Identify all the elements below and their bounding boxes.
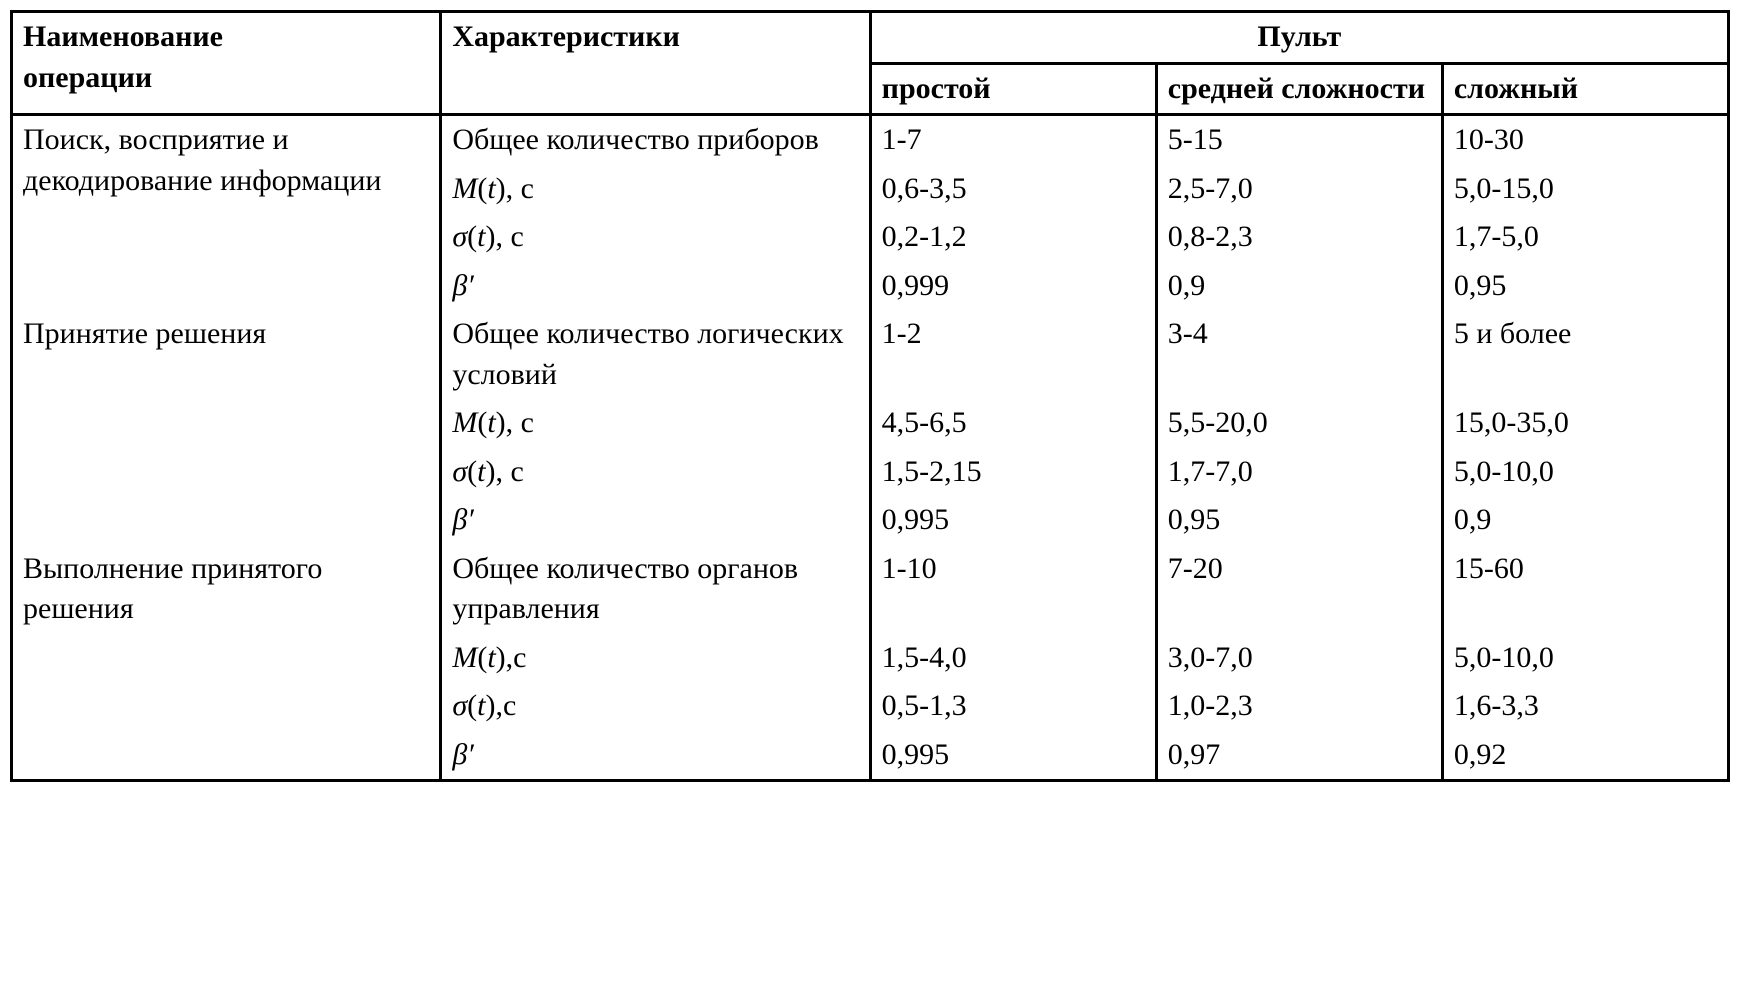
cell-value: 1-7 xyxy=(870,115,1156,165)
cell-value: 7-20 xyxy=(1156,545,1442,634)
table-row: Поиск, восприятие и декодирование информ… xyxy=(12,115,1729,165)
table-row: Принятие решенияОбщее количество логичес… xyxy=(12,310,1729,399)
cell-value: 0,5-1,3 xyxy=(870,682,1156,731)
cell-characteristic: Общее количество логических условий xyxy=(441,310,870,399)
cell-characteristic: Общее количество органов управления xyxy=(441,545,870,634)
cell-value: 1-2 xyxy=(870,310,1156,399)
cell-characteristic: Общее количество приборов xyxy=(441,115,870,165)
cell-value: 0,995 xyxy=(870,731,1156,781)
header-sub-simple: простой xyxy=(870,63,1156,115)
cell-value: 1,6-3,3 xyxy=(1442,682,1728,731)
cell-value: 0,6-3,5 xyxy=(870,165,1156,214)
cell-characteristic: M(t),с xyxy=(441,634,870,683)
cell-value: 1,7-7,0 xyxy=(1156,448,1442,497)
header-operation-line1: Наименование xyxy=(23,20,223,53)
header-group: Пульт xyxy=(870,12,1728,64)
cell-value: 10-30 xyxy=(1442,115,1728,165)
cell-value: 1,5-2,15 xyxy=(870,448,1156,497)
header-operation-line2: операции xyxy=(23,61,152,94)
cell-characteristic: β′ xyxy=(441,496,870,545)
cell-value: 0,95 xyxy=(1442,262,1728,311)
header-operation: Наименование операции xyxy=(12,12,441,115)
cell-value: 0,995 xyxy=(870,496,1156,545)
cell-value: 1-10 xyxy=(870,545,1156,634)
header-characteristics: Характеристики xyxy=(441,12,870,115)
cell-value: 3-4 xyxy=(1156,310,1442,399)
table-row: Выполнение принятого решенияОбщее количе… xyxy=(12,545,1729,634)
operations-table: Наименование операции Характеристики Пул… xyxy=(10,10,1730,782)
cell-value: 5 и более xyxy=(1442,310,1728,399)
cell-value: 15-60 xyxy=(1442,545,1728,634)
cell-value: 0,9 xyxy=(1156,262,1442,311)
header-sub-medium: средней сложности xyxy=(1156,63,1442,115)
cell-value: 0,92 xyxy=(1442,731,1728,781)
cell-value: 5,0-10,0 xyxy=(1442,448,1728,497)
cell-value: 2,5-7,0 xyxy=(1156,165,1442,214)
cell-characteristic: σ(t), с xyxy=(441,448,870,497)
cell-value: 1,7-5,0 xyxy=(1442,213,1728,262)
cell-operation: Выполнение принятого решения xyxy=(12,545,441,781)
cell-operation: Поиск, восприятие и декодирование информ… xyxy=(12,115,441,311)
cell-characteristic: σ(t),с xyxy=(441,682,870,731)
table-header: Наименование операции Характеристики Пул… xyxy=(12,12,1729,115)
cell-value: 0,97 xyxy=(1156,731,1442,781)
cell-value: 1,5-4,0 xyxy=(870,634,1156,683)
cell-value: 5,0-10,0 xyxy=(1442,634,1728,683)
table-body: Поиск, восприятие и декодирование информ… xyxy=(12,115,1729,781)
cell-value: 0,9 xyxy=(1442,496,1728,545)
cell-characteristic: β′ xyxy=(441,262,870,311)
cell-characteristic: M(t), с xyxy=(441,165,870,214)
cell-value: 5-15 xyxy=(1156,115,1442,165)
cell-characteristic: σ(t), с xyxy=(441,213,870,262)
cell-value: 1,0-2,3 xyxy=(1156,682,1442,731)
cell-characteristic: β′ xyxy=(441,731,870,781)
cell-characteristic: M(t), с xyxy=(441,399,870,448)
cell-value: 0,8-2,3 xyxy=(1156,213,1442,262)
cell-value: 0,2-1,2 xyxy=(870,213,1156,262)
cell-value: 3,0-7,0 xyxy=(1156,634,1442,683)
cell-value: 0,95 xyxy=(1156,496,1442,545)
cell-operation: Принятие решения xyxy=(12,310,441,545)
header-sub-complex: сложный xyxy=(1442,63,1728,115)
cell-value: 5,0-15,0 xyxy=(1442,165,1728,214)
cell-value: 15,0-35,0 xyxy=(1442,399,1728,448)
cell-value: 4,5-6,5 xyxy=(870,399,1156,448)
cell-value: 5,5-20,0 xyxy=(1156,399,1442,448)
cell-value: 0,999 xyxy=(870,262,1156,311)
